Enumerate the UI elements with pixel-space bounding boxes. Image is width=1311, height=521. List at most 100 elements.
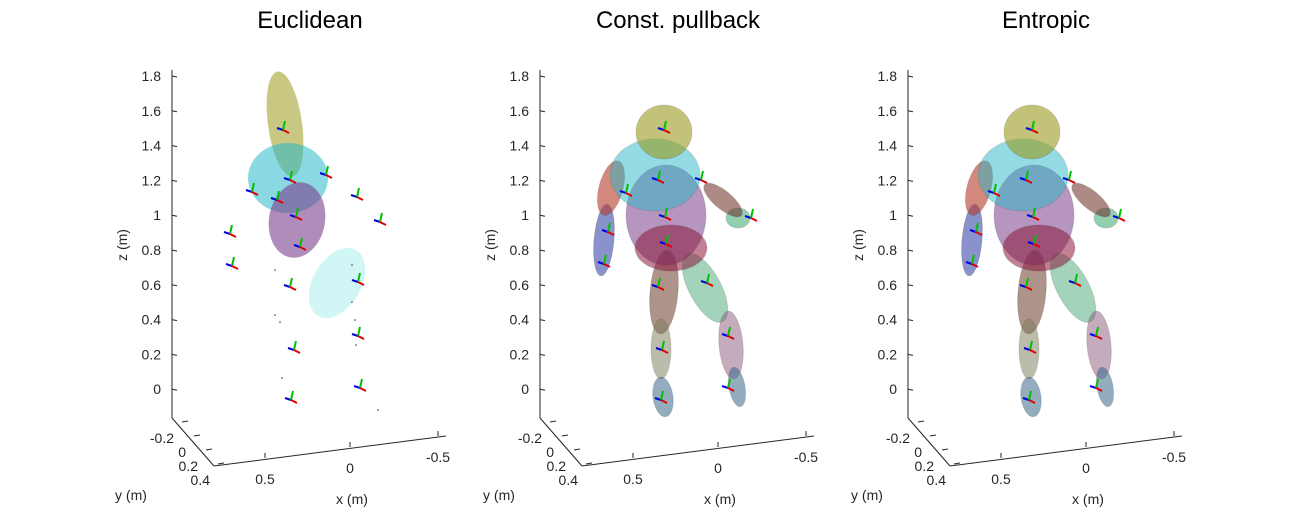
coordinate-frame xyxy=(225,256,239,270)
frame-axis-z xyxy=(655,347,663,351)
z-tick-label: 1.4 xyxy=(878,138,898,154)
x-axis-line xyxy=(581,435,815,467)
frame-axis-z xyxy=(657,127,665,131)
x-tick-label: 0.5 xyxy=(255,471,275,487)
frame-axis-x xyxy=(359,387,367,392)
coordinate-frame xyxy=(601,222,615,236)
frame-axis-z xyxy=(744,215,752,219)
frame-axis-z xyxy=(283,177,291,181)
frame-axis-y xyxy=(657,277,661,288)
scatter-point xyxy=(279,321,281,323)
frame-axis-x xyxy=(1033,243,1041,248)
y-tick-label: 0.2 xyxy=(547,458,567,474)
coordinate-frame xyxy=(969,222,983,236)
z-tick-label: 0 xyxy=(521,381,529,397)
frame-axis-x xyxy=(357,281,365,286)
scatter-point xyxy=(274,314,276,316)
z-tick-mark xyxy=(907,249,914,252)
ellipsoid-head xyxy=(635,104,693,160)
z-tick-mark xyxy=(907,388,914,391)
frame-axis-z xyxy=(619,190,627,194)
frame-axis-x xyxy=(325,174,333,179)
frame-axis-x xyxy=(657,286,665,291)
frame-axis-z xyxy=(659,241,667,245)
frame-axis-y xyxy=(663,120,667,131)
frame-axis-x xyxy=(276,199,284,204)
frame-axis-x xyxy=(295,216,303,221)
frame-axis-y xyxy=(359,378,363,389)
frame-axis-y xyxy=(1095,378,1099,389)
frame-axis-y xyxy=(1029,340,1033,351)
coordinate-frame xyxy=(651,277,665,291)
z-tick-mark xyxy=(171,75,178,78)
frame-axis-x xyxy=(625,192,633,197)
scatter-point xyxy=(351,264,353,266)
z-tick-label: 0.2 xyxy=(510,346,530,362)
frame-axis-y xyxy=(325,165,329,176)
z-tick-mark xyxy=(907,145,914,148)
frame-axis-y xyxy=(295,207,299,218)
z-tick-mark xyxy=(171,319,178,322)
y-tick-mark xyxy=(549,420,557,423)
frame-axis-z xyxy=(1062,177,1070,181)
frame-axis-y xyxy=(1025,170,1029,181)
ellipsoid-torso xyxy=(268,182,326,258)
z-tick-label: 1.2 xyxy=(142,172,162,188)
frame-axis-y xyxy=(971,254,975,265)
frame-axis-y xyxy=(727,326,731,337)
coordinate-frame xyxy=(694,170,708,184)
frame-axis-z xyxy=(1026,214,1034,218)
z-tick-label: 0.4 xyxy=(510,312,530,328)
frame-axis-z xyxy=(353,385,361,389)
z-tick-label: 1.4 xyxy=(142,138,162,154)
scatter-point xyxy=(351,301,353,303)
z-tick-label: 1.6 xyxy=(142,103,162,119)
frame-axis-z xyxy=(283,284,291,288)
x-axis-line xyxy=(949,435,1183,467)
frame-axis-x xyxy=(357,335,365,340)
z-tick-label: 0 xyxy=(889,381,897,397)
frame-axis-z xyxy=(651,177,659,181)
chart-title: Euclidean xyxy=(257,7,362,34)
frame-axis-x xyxy=(603,263,611,268)
z-tick-label: 0.6 xyxy=(142,277,162,293)
y-tick-mark xyxy=(573,448,581,451)
frame-axis-y xyxy=(660,390,664,401)
x-tick-label: -0.5 xyxy=(794,449,818,465)
frame-axis-y xyxy=(1095,326,1099,337)
frame-axis-y xyxy=(357,326,361,337)
frame-axis-x xyxy=(660,399,668,404)
x-axis-label: x (m) xyxy=(1072,491,1104,507)
frame-axis-x xyxy=(750,217,758,222)
x-tick-label: 0 xyxy=(714,460,722,476)
coordinate-frame xyxy=(293,237,307,251)
ellipsoid-foot-right xyxy=(652,376,674,418)
y-axis-label: y (m) xyxy=(483,487,515,503)
scatter-point xyxy=(354,319,356,321)
y-tick-label: 0.2 xyxy=(179,458,199,474)
frame-axis-x xyxy=(700,179,708,184)
frame-axis-y xyxy=(603,254,607,265)
coordinate-frame xyxy=(659,234,673,248)
coordinate-frame xyxy=(654,390,668,404)
frame-axis-y xyxy=(229,224,233,235)
y-tick-mark xyxy=(953,462,961,465)
z-tick-label: 0.8 xyxy=(510,242,530,258)
frame-axis-y xyxy=(231,256,235,267)
coordinate-frame xyxy=(1089,326,1103,340)
z-tick-mark xyxy=(539,75,546,78)
z-tick-mark xyxy=(907,179,914,182)
frame-axis-x xyxy=(1025,179,1033,184)
y-tick-label: 0.4 xyxy=(927,472,947,488)
frame-axis-y xyxy=(1031,120,1035,131)
z-tick-mark xyxy=(907,214,914,217)
z-tick-label: 0 xyxy=(153,381,161,397)
frame-axis-y xyxy=(657,170,661,181)
z-tick-mark xyxy=(171,214,178,217)
frame-axis-y xyxy=(251,182,255,193)
frame-axis-x xyxy=(607,231,615,236)
frame-axis-z xyxy=(601,229,609,233)
frame-axis-x xyxy=(727,335,735,340)
coordinate-frame xyxy=(289,207,303,221)
y-tick-label: -0.2 xyxy=(518,430,542,446)
